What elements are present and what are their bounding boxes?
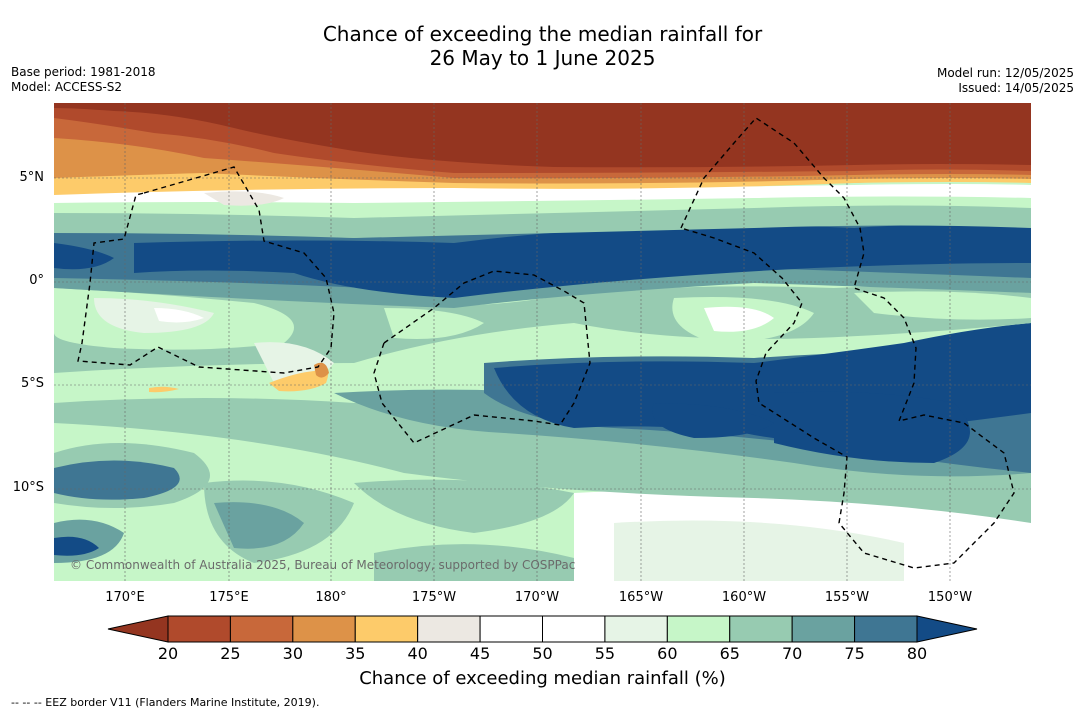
model-run: Model run: 12/05/2025 — [936, 66, 1074, 80]
lon-label-155w: 155°W — [824, 590, 870, 605]
colorbar-tick-label: 65 — [719, 644, 740, 663]
lon-label-150w: 150°W — [927, 590, 973, 605]
colorbar-tick-label: 20 — [157, 644, 179, 663]
colorbar-tick-label: 80 — [906, 644, 928, 663]
colorbar-tick-label: 35 — [345, 644, 366, 663]
colorbar-segment — [167, 615, 231, 643]
base-period: Base period: 1981-2018 — [11, 65, 156, 79]
colorbar-tick-label: 55 — [594, 644, 616, 663]
colorbar-segment — [854, 615, 918, 643]
lon-label-160w: 160°W — [721, 590, 767, 605]
colorbar-segment — [229, 615, 294, 643]
colorbar-segment — [417, 615, 481, 643]
colorbar-tick-label: 75 — [844, 644, 865, 663]
colorbar-extend-low — [107, 615, 169, 643]
colorbar — [107, 615, 978, 643]
lon-label-180: 180° — [315, 590, 347, 605]
lon-label-170w: 170°W — [514, 590, 560, 605]
issued-date: Issued: 14/05/2025 — [958, 81, 1074, 95]
meta-left: Base period: 1981-2018 Model: ACCESS-S2 — [11, 65, 156, 95]
colorbar-tick-label: 25 — [220, 644, 241, 663]
colorbar-segment — [666, 615, 731, 643]
eez-footnote: -- -- -- EEZ border V11 (Flanders Marine… — [11, 696, 320, 709]
colorbar-segment — [292, 615, 356, 643]
colorbar-segment — [604, 615, 668, 643]
colorbar-segment — [354, 615, 419, 643]
lon-label-165w: 165°W — [618, 590, 664, 605]
colorbar-segment — [729, 615, 793, 643]
model-name: Model: ACCESS-S2 — [11, 80, 123, 94]
lon-label-175w: 175°W — [411, 590, 457, 605]
colorbar-tick-label: 70 — [781, 644, 803, 663]
eez-borders — [77, 117, 1015, 569]
colorbar-tick-label: 50 — [532, 644, 553, 663]
lon-label-175e: 175°E — [209, 590, 249, 605]
map-title-line1: Chance of exceeding the median rainfall … — [322, 22, 763, 46]
colorbar-label: Chance of exceeding median rainfall (%) — [359, 668, 726, 689]
colorbar-segment — [479, 615, 544, 643]
colorbar-segment — [791, 615, 856, 643]
colorbar-tick-label: 60 — [657, 644, 678, 663]
gridlines — [54, 103, 1031, 581]
lat-label-5s: 5°S — [20, 376, 44, 391]
colorbar-segment — [542, 615, 606, 643]
colorbar-tick-label: 40 — [407, 644, 428, 663]
lat-label-10s: 10°S — [12, 480, 44, 495]
colorbar-extend-high — [916, 615, 978, 643]
map-title-line2: 26 May to 1 June 2025 — [429, 46, 656, 70]
rainfall-map: © Commonwealth of Australia 2025, Bureau… — [54, 103, 1031, 581]
colorbar-tick-label: 30 — [282, 644, 303, 663]
lon-label-170e: 170°E — [105, 590, 145, 605]
meta-right: Model run: 12/05/2025 Issued: 14/05/2025 — [937, 66, 1074, 96]
lat-label-5n: 5°N — [19, 170, 45, 185]
lat-label-0: 0° — [29, 273, 44, 288]
copyright-text: © Commonwealth of Australia 2025, Bureau… — [70, 558, 575, 572]
colorbar-tick-label: 45 — [469, 644, 491, 663]
